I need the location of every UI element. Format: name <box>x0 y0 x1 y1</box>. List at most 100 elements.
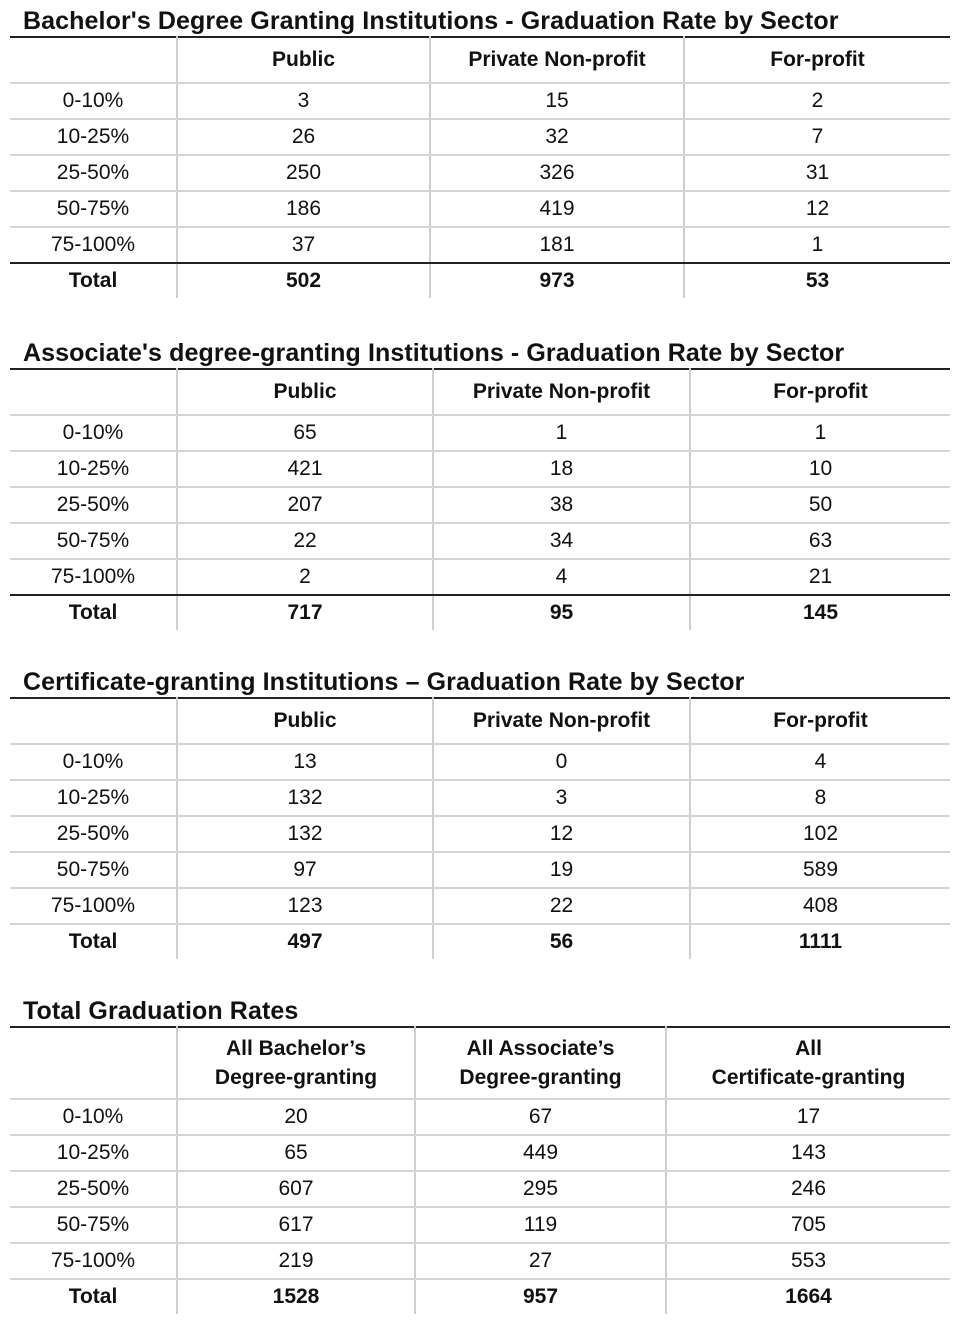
total-cell: 56 <box>432 924 690 959</box>
row-label: 10-25% <box>10 451 177 488</box>
total-row: Total 502 973 53 <box>10 263 950 298</box>
cell: 102 <box>689 816 950 853</box>
total-label: Total <box>68 269 118 292</box>
cell: 1 <box>683 227 950 264</box>
cell: 589 <box>689 852 950 889</box>
table-row: 25-50% 250 326 31 <box>10 155 950 192</box>
total-cell: 53 <box>683 263 950 298</box>
cell: 27 <box>414 1243 666 1280</box>
table-row: 50-75% 617 119 705 <box>10 1207 950 1244</box>
header-for-profit: For-profit <box>683 37 950 84</box>
cell: 17 <box>665 1099 950 1136</box>
header-public: Public <box>176 369 433 416</box>
cell: 26 <box>176 119 430 156</box>
total-cell: 957 <box>414 1279 666 1314</box>
table-row: 25-50% 207 38 50 <box>10 487 950 524</box>
bachelors-table-title: Bachelor's Degree Granting Institutions … <box>23 7 839 35</box>
total-cell: 717 <box>176 595 433 630</box>
cell: 0 <box>432 744 690 781</box>
cell: 326 <box>429 155 684 192</box>
cell: 4 <box>689 744 950 781</box>
cell: 67 <box>414 1099 666 1136</box>
cell: 65 <box>176 1135 415 1172</box>
total-cell: 145 <box>689 595 950 630</box>
cell: 219 <box>176 1243 415 1280</box>
total-row: Total 717 95 145 <box>10 595 950 630</box>
cell: 12 <box>683 191 950 228</box>
associates-section: Associate's degree-granting Institutions… <box>10 338 950 630</box>
row-label: 10-25% <box>10 1135 177 1172</box>
cell: 2 <box>176 559 433 596</box>
cell: 607 <box>176 1171 415 1208</box>
totals-section: Total Graduation Rates All Bachelor’s De… <box>10 996 950 1314</box>
table-row: 10-25% 421 18 10 <box>10 451 950 488</box>
row-label: 50-75% <box>10 523 177 560</box>
cell: 246 <box>665 1171 950 1208</box>
row-label: 75-100% <box>10 888 177 925</box>
table-row: 0-10% 3 15 2 <box>10 83 950 120</box>
cell: 1 <box>432 415 690 452</box>
cell: 553 <box>665 1243 950 1280</box>
total-cell: 497 <box>176 924 433 959</box>
cell: 4 <box>432 559 690 596</box>
cell: 250 <box>176 155 430 192</box>
total-cell: 95 <box>432 595 690 630</box>
cell: 19 <box>432 852 690 889</box>
cell: 10 <box>689 451 950 488</box>
row-label: 75-100% <box>10 227 177 264</box>
cell: 7 <box>683 119 950 156</box>
total-label: Total <box>68 930 118 953</box>
total-cell: 1528 <box>176 1279 415 1314</box>
cell: 63 <box>689 523 950 560</box>
cell: 31 <box>683 155 950 192</box>
cell: 37 <box>176 227 430 264</box>
header-line: Degree-granting <box>214 1066 378 1089</box>
header-line: All Bachelor’s <box>225 1037 367 1060</box>
associates-table: Public Private Non-profit For-profit 0-1… <box>10 368 950 630</box>
cell: 2 <box>683 83 950 120</box>
cell: 34 <box>432 523 690 560</box>
cell: 181 <box>429 227 684 264</box>
header-line: Certificate-granting <box>711 1066 906 1089</box>
row-label: 0-10% <box>10 415 177 452</box>
table-row: 75-100% 123 22 408 <box>10 888 950 925</box>
certificate-table: Public Private Non-profit For-profit 0-1… <box>10 697 950 959</box>
table-row: 0-10% 20 67 17 <box>10 1099 950 1136</box>
total-row: Total 1528 957 1664 <box>10 1279 950 1314</box>
header-all-associates: All Associate’s Degree-granting <box>414 1027 666 1100</box>
cell: 123 <box>176 888 433 925</box>
header-line: All Associate’s <box>466 1037 615 1060</box>
header-blank <box>10 369 177 416</box>
table-row: 50-75% 97 19 589 <box>10 852 950 889</box>
row-label: 75-100% <box>10 559 177 596</box>
header-blank <box>10 37 177 84</box>
header-line: All <box>795 1037 822 1060</box>
table-row: 75-100% 2 4 21 <box>10 559 950 596</box>
certificate-table-title: Certificate-granting Institutions – Grad… <box>23 668 745 696</box>
cell: 97 <box>176 852 433 889</box>
header-row: Public Private Non-profit For-profit <box>10 698 950 745</box>
header-private-nonprofit: Private Non-profit <box>432 369 690 416</box>
cell: 132 <box>176 780 433 817</box>
cell: 419 <box>429 191 684 228</box>
row-label: 10-25% <box>10 780 177 817</box>
cell: 186 <box>176 191 430 228</box>
row-label: 50-75% <box>10 852 177 889</box>
cell: 1 <box>689 415 950 452</box>
cell: 3 <box>432 780 690 817</box>
cell: 22 <box>432 888 690 925</box>
table-row: 10-25% 26 32 7 <box>10 119 950 156</box>
row-label: 25-50% <box>10 155 177 192</box>
total-cell: 1111 <box>689 924 950 959</box>
cell: 32 <box>429 119 684 156</box>
total-cell: 502 <box>176 263 430 298</box>
header-for-profit: For-profit <box>689 698 950 745</box>
row-label: 25-50% <box>10 487 177 524</box>
cell: 65 <box>176 415 433 452</box>
cell: 449 <box>414 1135 666 1172</box>
header-public: Public <box>176 698 433 745</box>
associates-table-title: Associate's degree-granting Institutions… <box>23 339 845 367</box>
cell: 408 <box>689 888 950 925</box>
total-cell: 1664 <box>665 1279 950 1314</box>
cell: 421 <box>176 451 433 488</box>
